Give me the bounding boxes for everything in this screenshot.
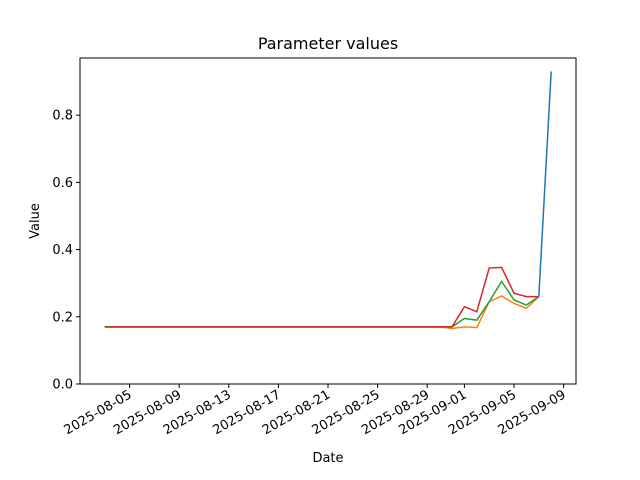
y-tick-label: 0.2 [52, 310, 73, 325]
line-series [104, 280, 540, 328]
y-tick-label: 0.4 [52, 243, 73, 258]
chart-title: Parameter values [258, 34, 398, 53]
y-tick-label: 0.0 [52, 378, 73, 393]
line-series [104, 295, 540, 330]
line-series [104, 266, 539, 328]
line-series [104, 71, 552, 328]
plot-frame [79, 57, 577, 385]
y-tick-label: 0.6 [52, 176, 73, 191]
x-axis-label: Date [312, 451, 343, 466]
y-tick-label: 0.8 [52, 109, 73, 124]
y-axis-label: Value [28, 203, 43, 239]
